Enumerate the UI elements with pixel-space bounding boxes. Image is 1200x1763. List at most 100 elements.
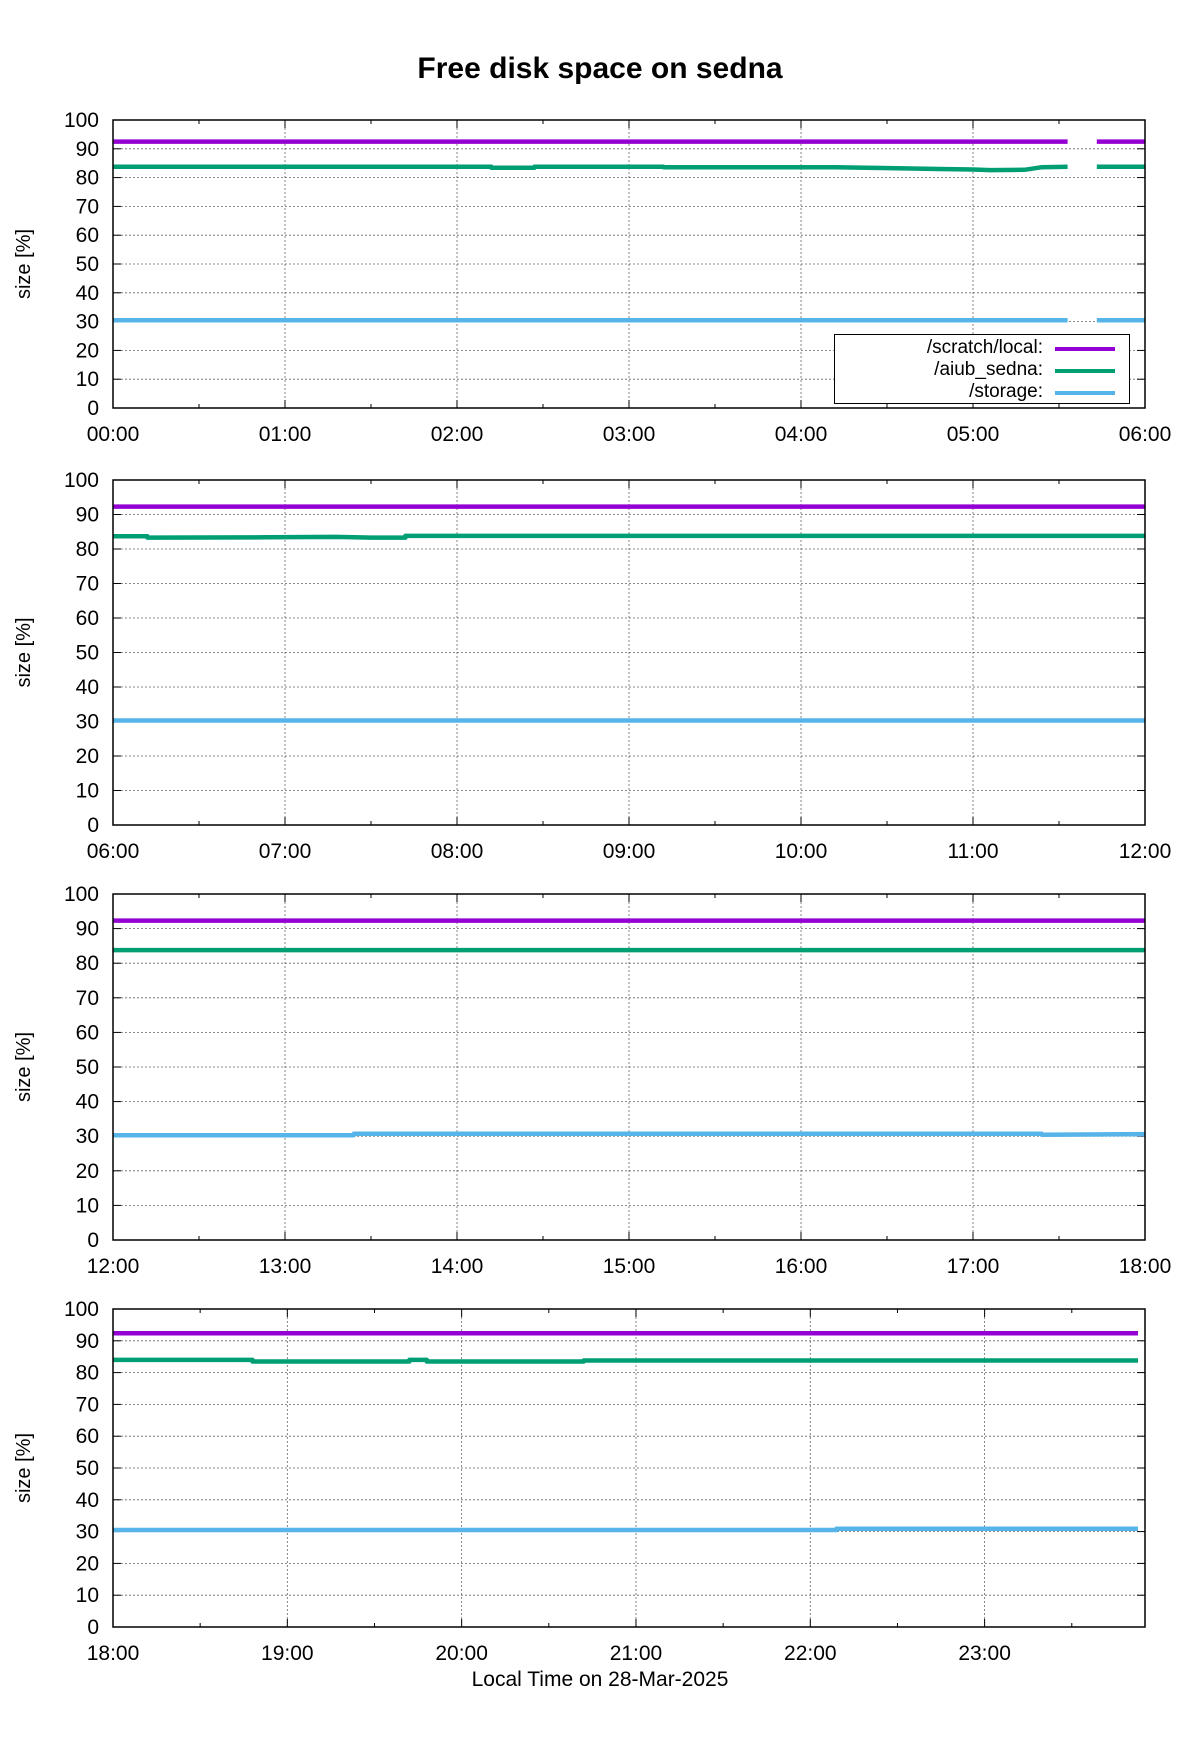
y-tick-label: 90: [76, 504, 99, 527]
y-tick-label: 20: [76, 745, 99, 768]
x-tick-label: 00:00: [87, 423, 140, 446]
y-tick-label: 60: [76, 1425, 99, 1448]
x-tick-label: 07:00: [259, 840, 312, 863]
y-axis-label: size [%]: [13, 1032, 35, 1102]
y-tick-label: 80: [76, 1362, 99, 1385]
x-tick-label: 23:00: [958, 1642, 1011, 1665]
y-tick-label: 90: [76, 918, 99, 941]
y-tick-label: 50: [76, 253, 99, 276]
series-line-1: [113, 1357, 1138, 1364]
legend-swatch-aiub: [1055, 369, 1115, 373]
y-axis-label: size [%]: [13, 617, 35, 687]
y-tick-label: 10: [76, 780, 99, 803]
x-tick-label: 06:00: [1119, 423, 1172, 446]
plot-frame: [112, 893, 1146, 1241]
y-tick-label: 40: [76, 676, 99, 699]
series-line-2: [113, 1526, 1138, 1533]
chart-panel-4: 0 10 20 30 40 50 60 70 80 90 100 18:00 19:00 20:00 21:…: [13, 1298, 1146, 1665]
chart-panel-2: 0 10 20 30 40 50 60 70 80 90 100 06:00 07:00 08:00 09:…: [13, 469, 1171, 863]
y-tick-label: 20: [76, 339, 99, 362]
legend-entry-aiub: /aiub_sedna:: [835, 359, 1129, 381]
series-line-1: [113, 164, 1068, 173]
y-tick-label: 50: [76, 1056, 99, 1079]
y-tick-label: 10: [76, 1584, 99, 1607]
x-tick-label: 04:00: [775, 423, 828, 446]
y-tick-label: 30: [76, 711, 99, 734]
y-tick-label: 90: [76, 138, 99, 161]
y-tick-label: 20: [76, 1160, 99, 1183]
y-tick-label: 10: [76, 1194, 99, 1217]
y-tick-label: 70: [76, 987, 99, 1010]
x-tick-label: 11:00: [948, 840, 999, 863]
x-tick-label: 15:00: [603, 1255, 656, 1278]
legend-entry-storage: /storage:: [835, 381, 1129, 403]
legend-label-scratch: /scratch/local:: [926, 337, 1043, 358]
x-tick-label: 12:00: [87, 1255, 140, 1278]
y-tick-label: 70: [76, 1393, 99, 1416]
chart-title: Free disk space on sedna: [417, 52, 783, 85]
y-tick-label: 100: [64, 1298, 99, 1321]
x-tick-label: 03:00: [603, 423, 656, 446]
y-tick-label: 0: [87, 1229, 99, 1252]
x-tick-label: 13:00: [259, 1255, 312, 1278]
x-axis-label: Local Time on 28-Mar-2025: [471, 1668, 729, 1691]
x-tick-label: 19:00: [261, 1642, 314, 1665]
y-tick-label: 0: [87, 814, 99, 837]
y-tick-label: 80: [76, 167, 99, 190]
legend-swatch-scratch: [1055, 347, 1115, 351]
y-tick-label: 40: [76, 1091, 99, 1114]
y-tick-label: 50: [76, 1457, 99, 1480]
x-tick-label: 01:00: [259, 423, 312, 446]
x-tick-label: 16:00: [775, 1255, 828, 1278]
legend: /scratch/local: /aiub_sedna: /storage:: [834, 334, 1130, 404]
y-tick-label: 100: [64, 469, 99, 492]
plot-frame: [112, 479, 1146, 826]
y-tick-label: 60: [76, 224, 99, 247]
y-tick-label: 100: [64, 109, 99, 132]
y-tick-label: 80: [76, 538, 99, 561]
x-tick-label: 18:00: [87, 1642, 140, 1665]
y-tick-label: 100: [64, 883, 99, 906]
y-tick-label: 40: [76, 1489, 99, 1512]
x-tick-label: 08:00: [431, 840, 484, 863]
x-tick-label: 20:00: [435, 1642, 488, 1665]
x-tick-label: 05:00: [947, 423, 1000, 446]
y-tick-label: 30: [76, 1521, 99, 1544]
y-axis-label: size [%]: [13, 1433, 35, 1503]
series-line-1: [113, 533, 1145, 540]
y-tick-label: 0: [87, 397, 99, 420]
legend-swatch-storage: [1055, 391, 1115, 395]
y-tick-label: 80: [76, 952, 99, 975]
legend-label-storage: /storage:: [969, 381, 1043, 402]
y-tick-label: 70: [76, 573, 99, 596]
x-tick-label: 06:00: [87, 840, 140, 863]
x-tick-label: 10:00: [775, 840, 828, 863]
x-tick-label: 18:00: [1119, 1255, 1172, 1278]
legend-entry-scratch: /scratch/local:: [835, 337, 1129, 359]
y-tick-label: 30: [76, 1125, 99, 1148]
y-tick-label: 0: [87, 1616, 99, 1639]
x-tick-label: 22:00: [784, 1642, 837, 1665]
y-axis-label: size [%]: [13, 229, 35, 299]
x-tick-label: 09:00: [603, 840, 656, 863]
x-tick-label: 17:00: [947, 1255, 1000, 1278]
y-tick-label: 40: [76, 282, 99, 305]
y-tick-label: 20: [76, 1552, 99, 1575]
y-tick-label: 10: [76, 368, 99, 391]
x-tick-label: 02:00: [431, 423, 484, 446]
legend-label-aiub: /aiub_sedna:: [934, 359, 1043, 380]
plot-frame: [112, 1308, 1146, 1628]
series-line-2: [113, 1131, 1146, 1138]
x-tick-label: 21:00: [610, 1642, 663, 1665]
chart-panel-3: 0 10 20 30 40 50 60 70 80 90 100 12:00 13:00 14:00 15:…: [13, 883, 1171, 1278]
y-tick-label: 30: [76, 311, 99, 334]
y-tick-label: 60: [76, 607, 99, 630]
chart-panel-1: 0 10 20 30 40 50 60 70 80 90 100 00:00 01:00 02:00 03:…: [13, 109, 1171, 446]
y-tick-label: 50: [76, 642, 99, 665]
y-tick-label: 70: [76, 195, 99, 218]
plot-frame: [112, 119, 1146, 409]
y-tick-label: 90: [76, 1330, 99, 1353]
x-tick-label: 12:00: [1119, 840, 1172, 863]
